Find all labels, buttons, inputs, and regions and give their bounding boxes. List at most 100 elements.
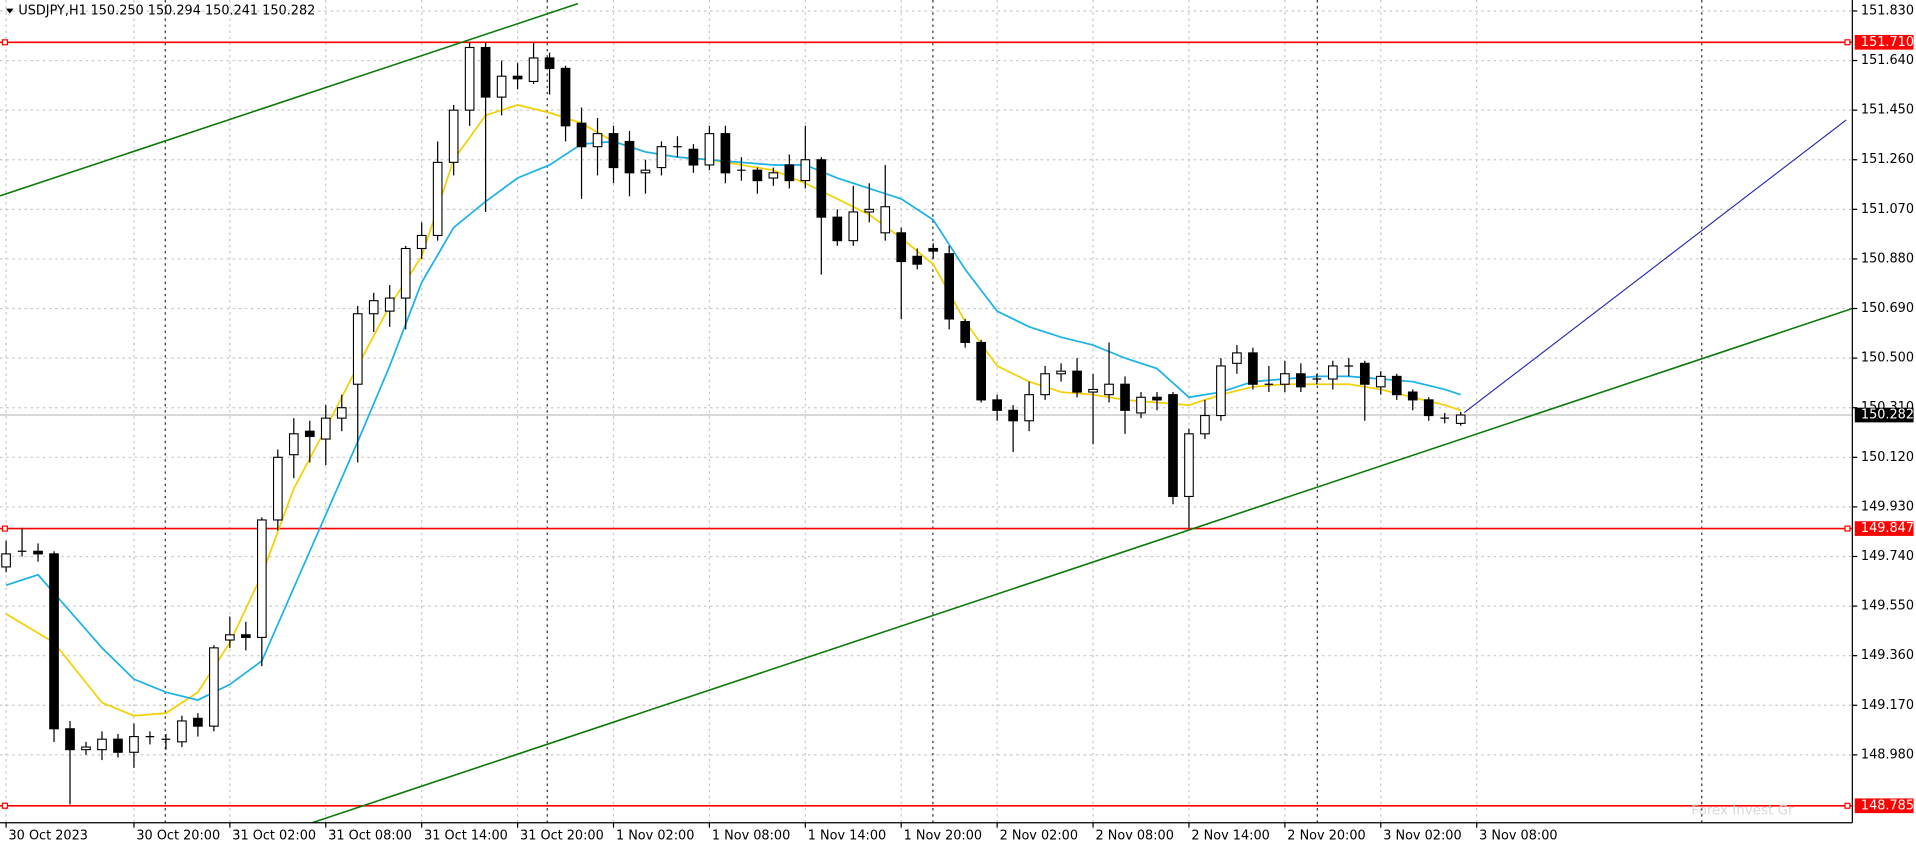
candle-body xyxy=(1136,396,1146,414)
candle-body xyxy=(65,728,75,751)
candle-body xyxy=(177,720,187,743)
candle-body xyxy=(960,321,971,344)
candle-body xyxy=(592,133,603,148)
axis-labels: 151.830 151.640 151.450 151.260 151.070 150.8… xyxy=(5,3,1914,844)
price-level-label: 148.785 xyxy=(1861,798,1914,813)
candle-body xyxy=(800,159,811,182)
candle-body xyxy=(1375,375,1386,388)
candle-body xyxy=(1008,409,1018,422)
candle-body xyxy=(544,57,555,69)
candle-body xyxy=(1072,370,1082,393)
candle-body xyxy=(848,211,859,242)
y-tick-label: 150.880 xyxy=(1861,251,1914,266)
ohlc-values: 150.250 150.294 150.241 150.282 xyxy=(91,4,316,19)
x-tick-label: 31 Oct 14:00 xyxy=(424,829,508,844)
x-tick-label: 1 Nov 02:00 xyxy=(616,829,694,844)
price-level-handle xyxy=(1844,802,1851,809)
candle-body xyxy=(1088,388,1098,393)
candle-body xyxy=(129,736,139,753)
candle-body xyxy=(97,738,107,751)
price-level-label: 151.710 xyxy=(1861,35,1914,50)
candle-body xyxy=(1296,373,1306,388)
y-tick-label: 150.120 xyxy=(1861,450,1914,465)
y-tick-label: 148.980 xyxy=(1861,747,1914,762)
candle-body xyxy=(1216,365,1226,417)
x-tick-label: 2 Nov 02:00 xyxy=(1000,829,1078,844)
candle-body xyxy=(1,553,11,568)
candle-body xyxy=(752,169,763,182)
x-tick-label: 1 Nov 08:00 xyxy=(712,829,790,844)
candle-body xyxy=(480,46,491,98)
candle-body xyxy=(576,122,587,148)
candle-body xyxy=(33,550,43,555)
y-tick-label: 149.740 xyxy=(1861,549,1914,564)
price-level-tag xyxy=(1854,34,1914,50)
candle-body xyxy=(288,433,299,456)
y-tick-label: 151.260 xyxy=(1861,152,1914,167)
price-level-handle xyxy=(1844,525,1851,532)
candle-body xyxy=(944,253,955,320)
candle-body xyxy=(209,647,219,727)
candle-body xyxy=(832,216,843,242)
candle-body xyxy=(624,140,635,174)
candle-body xyxy=(1248,352,1258,385)
symbol-title: USDJPY,H1 xyxy=(18,4,86,19)
trendlines xyxy=(0,2,1853,823)
price-level-tag xyxy=(1854,798,1914,814)
candle-body xyxy=(352,313,363,385)
candle-body xyxy=(512,75,523,80)
current-price-tag xyxy=(1854,407,1914,423)
candle-body xyxy=(1200,414,1210,435)
y-tick-label: 149.170 xyxy=(1861,698,1914,713)
candle-body xyxy=(496,75,507,98)
candle-body xyxy=(256,519,267,638)
watermark: Forex Invest Gr xyxy=(1691,803,1794,818)
candle-body xyxy=(896,232,907,263)
x-tick-label: 31 Oct 02:00 xyxy=(232,829,316,844)
candle-body xyxy=(864,208,875,213)
candle-body xyxy=(928,247,939,252)
y-tick-label: 151.450 xyxy=(1861,103,1914,118)
candle-body xyxy=(81,746,91,751)
x-tick-label: 3 Nov 08:00 xyxy=(1479,829,1557,844)
candle-body xyxy=(640,169,651,174)
candle-body xyxy=(241,634,251,638)
price-level-label: 149.847 xyxy=(1861,521,1914,536)
x-tick-label: 3 Nov 02:00 xyxy=(1383,829,1461,844)
candle-body xyxy=(225,634,235,641)
candle-body xyxy=(272,456,283,521)
candle-body xyxy=(656,146,667,169)
candle-body xyxy=(320,417,331,440)
candle-body xyxy=(448,109,459,163)
candle-body xyxy=(1184,433,1194,498)
x-tick-label: 31 Oct 20:00 xyxy=(520,829,604,844)
price-level-handle xyxy=(1844,39,1851,46)
candle-body xyxy=(49,553,59,730)
candle-body xyxy=(1040,373,1050,396)
trendline xyxy=(0,2,579,197)
candle-body xyxy=(608,133,619,169)
price-level-handle xyxy=(1,39,8,46)
trendline xyxy=(1463,119,1847,414)
x-tick-label: 30 Oct 20:00 xyxy=(136,829,220,844)
trendline xyxy=(311,307,1853,823)
candle-body xyxy=(1359,362,1370,385)
candle-body xyxy=(384,297,395,312)
candle-body xyxy=(768,172,779,179)
x-tick-label: 1 Nov 20:00 xyxy=(904,829,982,844)
y-tick-label: 151.830 xyxy=(1861,3,1914,18)
candle-body xyxy=(880,206,891,234)
menu-arrow[interactable] xyxy=(6,8,14,14)
price-level-handle xyxy=(1,802,8,809)
candle-body xyxy=(304,430,315,437)
horizontal-lines xyxy=(0,39,1853,809)
candle-body xyxy=(1024,394,1034,422)
candle-body xyxy=(1407,391,1418,401)
y-tick-label: 150.690 xyxy=(1861,301,1914,316)
x-tick-label: 31 Oct 08:00 xyxy=(328,829,412,844)
candle-body xyxy=(368,300,379,315)
candle-body xyxy=(1455,414,1466,424)
candle-body xyxy=(1168,394,1178,498)
